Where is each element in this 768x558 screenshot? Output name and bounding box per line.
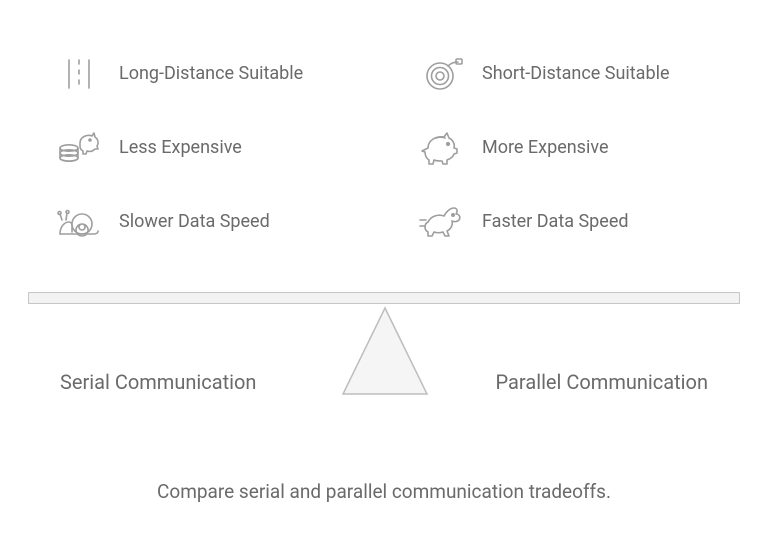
rabbit-icon (418, 198, 466, 246)
caption: Compare serial and parallel communicatio… (0, 480, 768, 503)
feature-short-distance: Short-Distance Suitable (418, 50, 718, 98)
coins-piggy-icon (55, 124, 103, 172)
piggy-bank-icon (418, 124, 466, 172)
features-area: Long-Distance Suitable Less Expensive (0, 50, 768, 246)
right-column: Short-Distance Suitable More Expensive (418, 50, 718, 246)
feature-label: Short-Distance Suitable (482, 63, 670, 86)
coiled-cable-icon (418, 50, 466, 98)
feature-more-expensive: More Expensive (418, 124, 718, 172)
right-side-label: Parallel Communication (496, 370, 708, 394)
side-labels: Serial Communication Parallel Communicat… (0, 370, 768, 394)
feature-label: Less Expensive (119, 137, 242, 160)
snail-icon (55, 198, 103, 246)
dashed-road-icon (55, 50, 103, 98)
feature-label: More Expensive (482, 137, 609, 160)
feature-less-expensive: Less Expensive (55, 124, 355, 172)
feature-label: Long-Distance Suitable (119, 63, 303, 86)
left-side-label: Serial Communication (60, 370, 256, 394)
feature-long-distance: Long-Distance Suitable (55, 50, 355, 98)
balance-beam (28, 292, 740, 304)
left-column: Long-Distance Suitable Less Expensive (55, 50, 355, 246)
feature-label: Faster Data Speed (482, 211, 629, 234)
feature-slower-speed: Slower Data Speed (55, 198, 355, 246)
feature-label: Slower Data Speed (119, 211, 270, 234)
feature-faster-speed: Faster Data Speed (418, 198, 718, 246)
